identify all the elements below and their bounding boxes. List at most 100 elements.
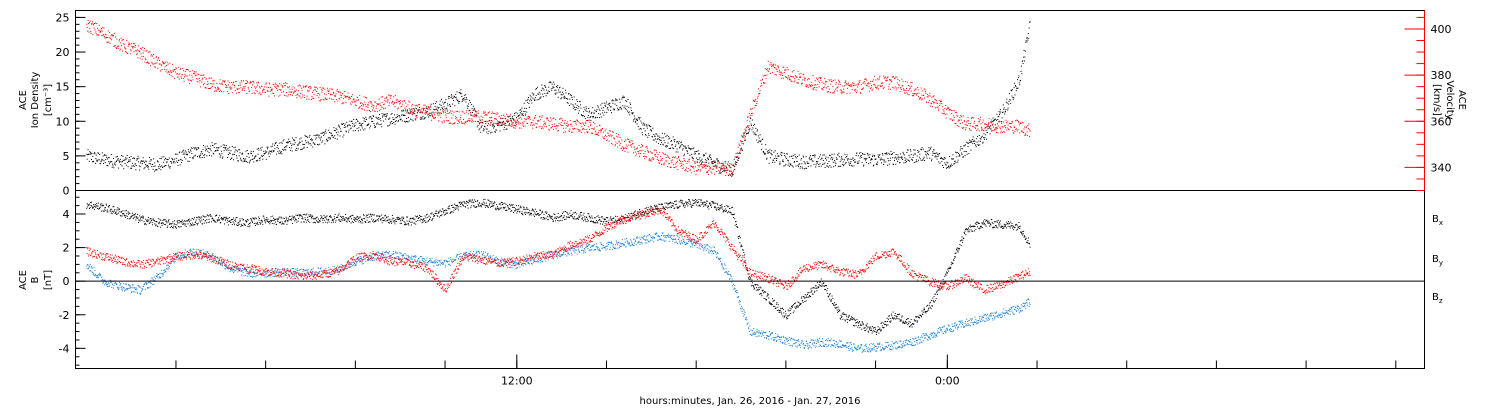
velocity-point bbox=[836, 87, 838, 89]
velocity-point bbox=[744, 135, 746, 137]
velocity-point bbox=[456, 110, 458, 112]
density-point bbox=[921, 149, 923, 151]
velocity-point bbox=[800, 76, 802, 78]
velocity-point bbox=[104, 37, 106, 39]
velocity-point bbox=[960, 119, 962, 121]
velocity-point bbox=[857, 84, 859, 86]
density-point bbox=[710, 158, 712, 160]
density-point bbox=[890, 157, 892, 159]
density-point bbox=[804, 163, 806, 165]
field-point-bx bbox=[322, 219, 324, 221]
velocity-point bbox=[908, 94, 910, 96]
field-point-bx bbox=[287, 221, 289, 223]
field-point-bx bbox=[314, 222, 316, 224]
field-point-bx bbox=[273, 219, 275, 221]
density-point bbox=[912, 156, 914, 158]
density-point bbox=[569, 98, 571, 100]
velocity-point bbox=[720, 166, 722, 168]
field-point-bx bbox=[252, 221, 254, 223]
density-point bbox=[567, 98, 569, 100]
velocity-point bbox=[301, 89, 303, 91]
density-point bbox=[176, 160, 178, 162]
velocity-point bbox=[524, 114, 526, 116]
density-point bbox=[106, 164, 108, 166]
field-point-bx bbox=[177, 220, 179, 222]
density-point bbox=[415, 119, 417, 121]
velocity-point bbox=[957, 120, 959, 122]
density-point bbox=[1008, 103, 1010, 105]
field-point-bx bbox=[177, 222, 179, 224]
field-point-bx bbox=[172, 221, 174, 223]
velocity-point bbox=[739, 151, 741, 153]
velocity-point bbox=[397, 100, 399, 102]
field-point-bx bbox=[139, 215, 141, 217]
density-point bbox=[716, 158, 718, 160]
velocity-point bbox=[822, 88, 824, 90]
velocity-point bbox=[120, 48, 122, 50]
density-point bbox=[906, 151, 908, 153]
density-point bbox=[121, 155, 123, 157]
velocity-point bbox=[286, 86, 288, 88]
velocity-point bbox=[564, 120, 566, 122]
velocity-point bbox=[268, 95, 270, 97]
field-point-bx bbox=[340, 219, 342, 221]
velocity-point bbox=[816, 78, 818, 80]
velocity-point bbox=[276, 87, 278, 89]
field-point-bx bbox=[333, 216, 335, 218]
velocity-point bbox=[738, 152, 740, 154]
density-point bbox=[157, 161, 159, 163]
velocity-point bbox=[654, 154, 656, 156]
velocity-point bbox=[1023, 128, 1025, 130]
density-point bbox=[519, 109, 521, 111]
velocity-point bbox=[443, 112, 445, 114]
density-point bbox=[276, 153, 278, 155]
velocity-point bbox=[218, 90, 220, 92]
velocity-point bbox=[953, 116, 955, 118]
velocity-point bbox=[623, 147, 625, 149]
density-point bbox=[1006, 102, 1008, 104]
density-point bbox=[285, 149, 287, 151]
density-point bbox=[399, 116, 401, 118]
velocity-point bbox=[850, 85, 852, 87]
density-point bbox=[274, 148, 276, 150]
density-point bbox=[664, 142, 666, 144]
density-point bbox=[274, 143, 276, 145]
velocity-point bbox=[814, 80, 816, 82]
velocity-point bbox=[807, 84, 809, 86]
density-point bbox=[372, 114, 374, 116]
velocity-point bbox=[548, 124, 550, 126]
density-point bbox=[559, 86, 561, 88]
velocity-point bbox=[823, 83, 825, 85]
velocity-point bbox=[954, 122, 956, 124]
density-point bbox=[755, 127, 757, 129]
density-point bbox=[304, 140, 306, 142]
density-point bbox=[904, 157, 906, 159]
velocity-point bbox=[810, 81, 812, 83]
density-point bbox=[336, 138, 338, 140]
velocity-point bbox=[724, 162, 726, 164]
velocity-point bbox=[692, 166, 694, 168]
velocity-point bbox=[431, 115, 433, 117]
velocity-point bbox=[131, 46, 133, 48]
density-point bbox=[733, 165, 735, 167]
density-point bbox=[267, 153, 269, 155]
density-point bbox=[93, 153, 95, 155]
velocity-point bbox=[117, 47, 119, 49]
density-point bbox=[936, 153, 938, 155]
density-point bbox=[679, 146, 681, 148]
density-point bbox=[1018, 82, 1020, 84]
velocity-point bbox=[1014, 131, 1016, 133]
velocity-point bbox=[1006, 127, 1008, 129]
density-point bbox=[748, 130, 750, 132]
density-point bbox=[291, 150, 293, 152]
velocity-point bbox=[918, 92, 920, 94]
field-point-bx bbox=[184, 220, 186, 222]
field-point-bx bbox=[147, 216, 149, 218]
density-point bbox=[754, 132, 756, 134]
density-point bbox=[615, 100, 617, 102]
density-point bbox=[120, 164, 122, 166]
density-point bbox=[692, 157, 694, 159]
field-point-bx bbox=[286, 218, 288, 220]
velocity-point bbox=[980, 123, 982, 125]
density-point bbox=[900, 157, 902, 159]
